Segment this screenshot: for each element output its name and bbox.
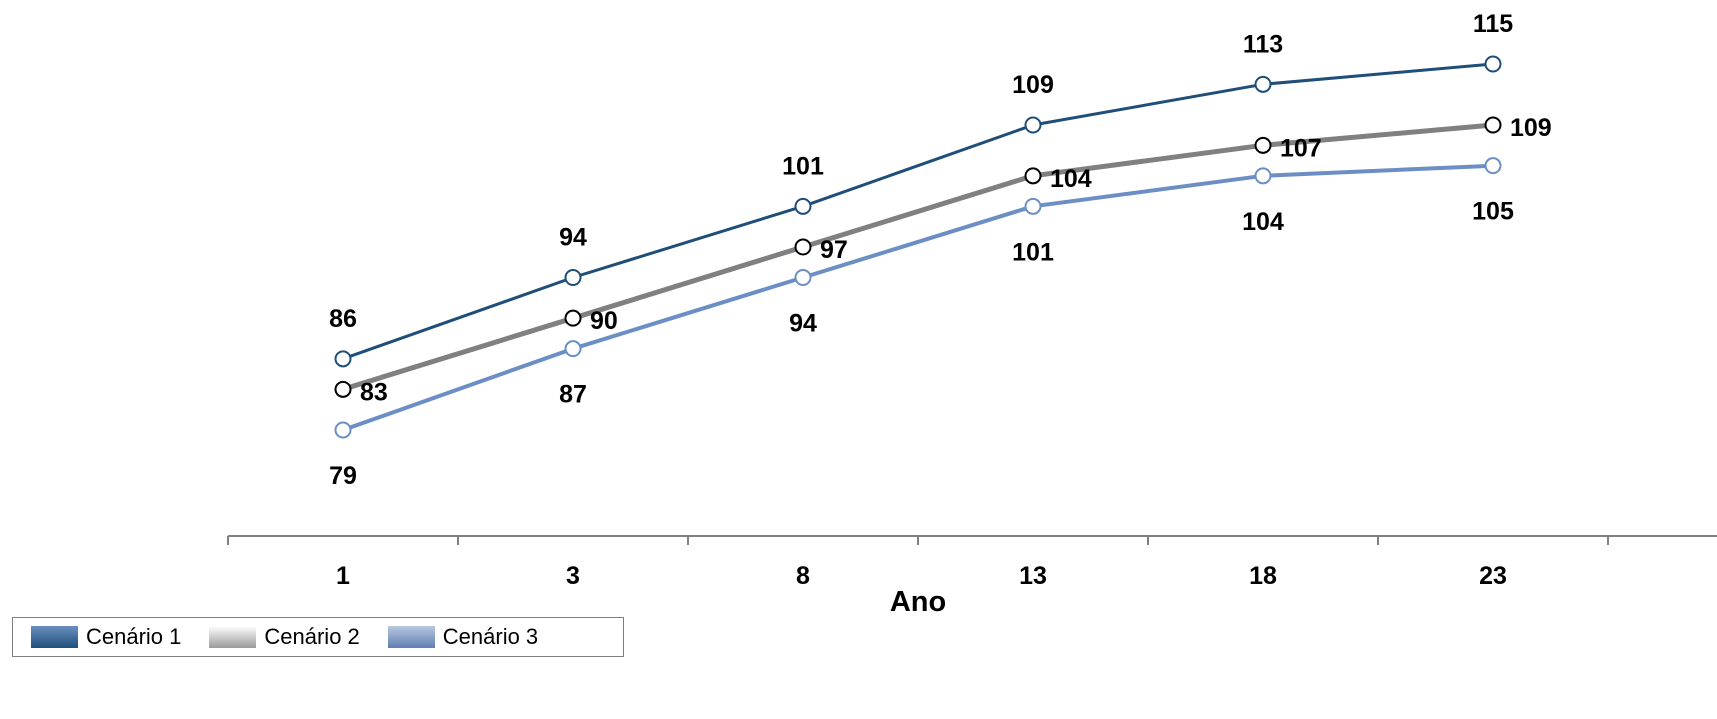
series-1-data-label: 115 bbox=[1473, 10, 1513, 38]
series-3-point bbox=[1024, 197, 1042, 215]
x-tick-label: 1 bbox=[336, 562, 350, 590]
series-3-data-label: 94 bbox=[789, 310, 817, 338]
series-1-data-label: 94 bbox=[559, 224, 587, 252]
series-2-point bbox=[564, 309, 582, 327]
series-2-data-label: 83 bbox=[360, 378, 388, 406]
series-3-point bbox=[1254, 167, 1272, 185]
series-lines bbox=[334, 55, 1502, 439]
x-tick-label: 13 bbox=[1019, 562, 1047, 590]
x-tick-label: 8 bbox=[796, 562, 810, 590]
legend-swatch-cenario-3 bbox=[387, 626, 435, 648]
data-labels: 86 94 101 109 113 115 83 90 97 104 107 109 79 87 94 101… bbox=[329, 10, 1552, 490]
series-3-data-label: 105 bbox=[1472, 198, 1514, 226]
series-1-data-label: 109 bbox=[1012, 71, 1054, 99]
x-axis: 1 3 8 13 18 23 bbox=[227, 535, 1717, 590]
series-2-point bbox=[1254, 136, 1272, 154]
legend-label: Cenário 3 bbox=[442, 624, 539, 649]
series-1-point bbox=[334, 350, 352, 368]
series-1-data-label: 86 bbox=[329, 305, 357, 333]
series-1-point bbox=[564, 269, 582, 286]
legend-swatch-cenario-1 bbox=[31, 626, 78, 648]
series-2-point bbox=[334, 380, 352, 398]
legend-item-cenario-2: Cenário 2 bbox=[209, 624, 360, 650]
series-3-point bbox=[334, 421, 352, 439]
legend-label: Cenário 1 bbox=[86, 624, 182, 649]
series-3-data-label: 101 bbox=[1012, 238, 1054, 266]
series-2-data-label: 107 bbox=[1280, 134, 1322, 162]
series-1-data-label: 101 bbox=[782, 152, 824, 180]
series-1-point bbox=[1024, 116, 1042, 134]
series-1-data-label: 113 bbox=[1243, 30, 1283, 58]
x-axis-title: Ano bbox=[890, 586, 946, 618]
series-2-point bbox=[1484, 116, 1502, 134]
series-2-data-label: 90 bbox=[590, 307, 618, 335]
series-line-2 bbox=[342, 122, 1494, 392]
series-3-point bbox=[564, 340, 582, 358]
legend-label: Cenário 2 bbox=[264, 624, 360, 649]
series-2-point bbox=[794, 238, 812, 256]
series-1-point bbox=[1254, 75, 1272, 93]
series-1-point bbox=[794, 197, 812, 215]
x-tick-label: 23 bbox=[1479, 562, 1507, 590]
series-3-data-label: 87 bbox=[559, 381, 587, 409]
chart-legend: Cenário 1 Cenário 2 Cenário 3 bbox=[12, 617, 624, 657]
series-3-point bbox=[1484, 157, 1502, 175]
series-line-3 bbox=[342, 163, 1494, 432]
series-2-data-label: 109 bbox=[1510, 114, 1552, 142]
series-2-data-label: 97 bbox=[820, 236, 848, 264]
x-tick-label: 3 bbox=[566, 562, 580, 590]
series-3-data-label: 104 bbox=[1242, 208, 1284, 236]
series-3-data-label: 79 bbox=[329, 462, 357, 490]
legend-item-cenario-1: Cenário 1 bbox=[31, 624, 181, 650]
series-3-point bbox=[794, 269, 812, 286]
series-1-point bbox=[1484, 55, 1502, 73]
legend-swatch-cenario-2 bbox=[209, 626, 257, 648]
series-line-1 bbox=[342, 62, 1494, 361]
legend-item-cenario-3: Cenário 3 bbox=[387, 624, 539, 650]
series-2-point bbox=[1024, 167, 1042, 185]
x-tick-label: 18 bbox=[1249, 562, 1277, 590]
series-2-data-label: 104 bbox=[1050, 165, 1092, 193]
